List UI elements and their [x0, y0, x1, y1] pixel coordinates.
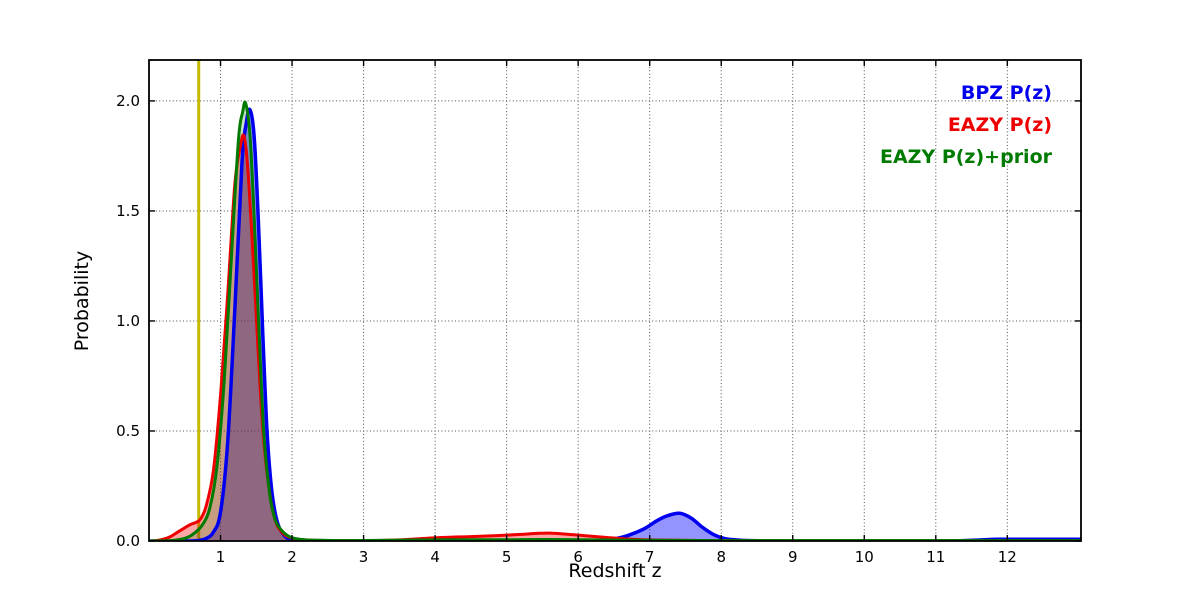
legend-item-eazy: EAZY P(z) — [947, 114, 1052, 136]
y-tick-label: 1.0 — [116, 312, 140, 330]
x-tick-label: 4 — [430, 548, 440, 566]
x-tick-label: 2 — [287, 548, 297, 566]
x-tick-label: 11 — [926, 548, 945, 566]
x-tick-label: 9 — [788, 548, 798, 566]
x-tick-label: 10 — [855, 548, 874, 566]
y-tick-label: 0.5 — [116, 422, 140, 440]
series-line-2 — [149, 100, 1081, 541]
series-line-1 — [149, 133, 1081, 541]
y-tick-label: 1.5 — [116, 202, 140, 220]
legend-item-bpz: BPZ P(z) — [960, 82, 1052, 104]
y-axis-label: Probability — [71, 250, 93, 352]
y-tick-label: 0.0 — [116, 532, 140, 550]
legend-item-eazy-prior: EAZY P(z)+prior — [879, 146, 1052, 168]
x-tick-label: 3 — [359, 548, 369, 566]
x-tick-label: 12 — [998, 548, 1017, 566]
x-tick-label: 8 — [716, 548, 726, 566]
x-tick-label: 5 — [502, 548, 512, 566]
series-fill-1 — [149, 134, 1081, 541]
y-tick-label: 2.0 — [116, 92, 140, 110]
x-axis-label: Redshift z — [568, 560, 662, 582]
x-tick-label: 1 — [216, 548, 226, 566]
axes-spines — [148, 59, 1082, 542]
series-line-0 — [149, 107, 1081, 541]
x-tick-label: 7 — [645, 548, 655, 566]
x-tick-label: 6 — [573, 548, 583, 566]
series-fill-0 — [149, 109, 1081, 541]
